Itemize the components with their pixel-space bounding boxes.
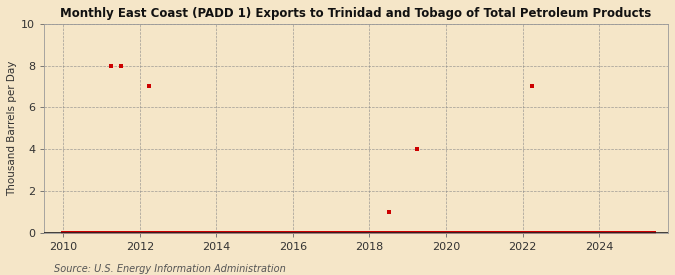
Y-axis label: Thousand Barrels per Day: Thousand Barrels per Day <box>7 60 17 196</box>
Text: Source: U.S. Energy Information Administration: Source: U.S. Energy Information Administ… <box>54 264 286 274</box>
Title: Monthly East Coast (PADD 1) Exports to Trinidad and Tobago of Total Petroleum Pr: Monthly East Coast (PADD 1) Exports to T… <box>61 7 652 20</box>
